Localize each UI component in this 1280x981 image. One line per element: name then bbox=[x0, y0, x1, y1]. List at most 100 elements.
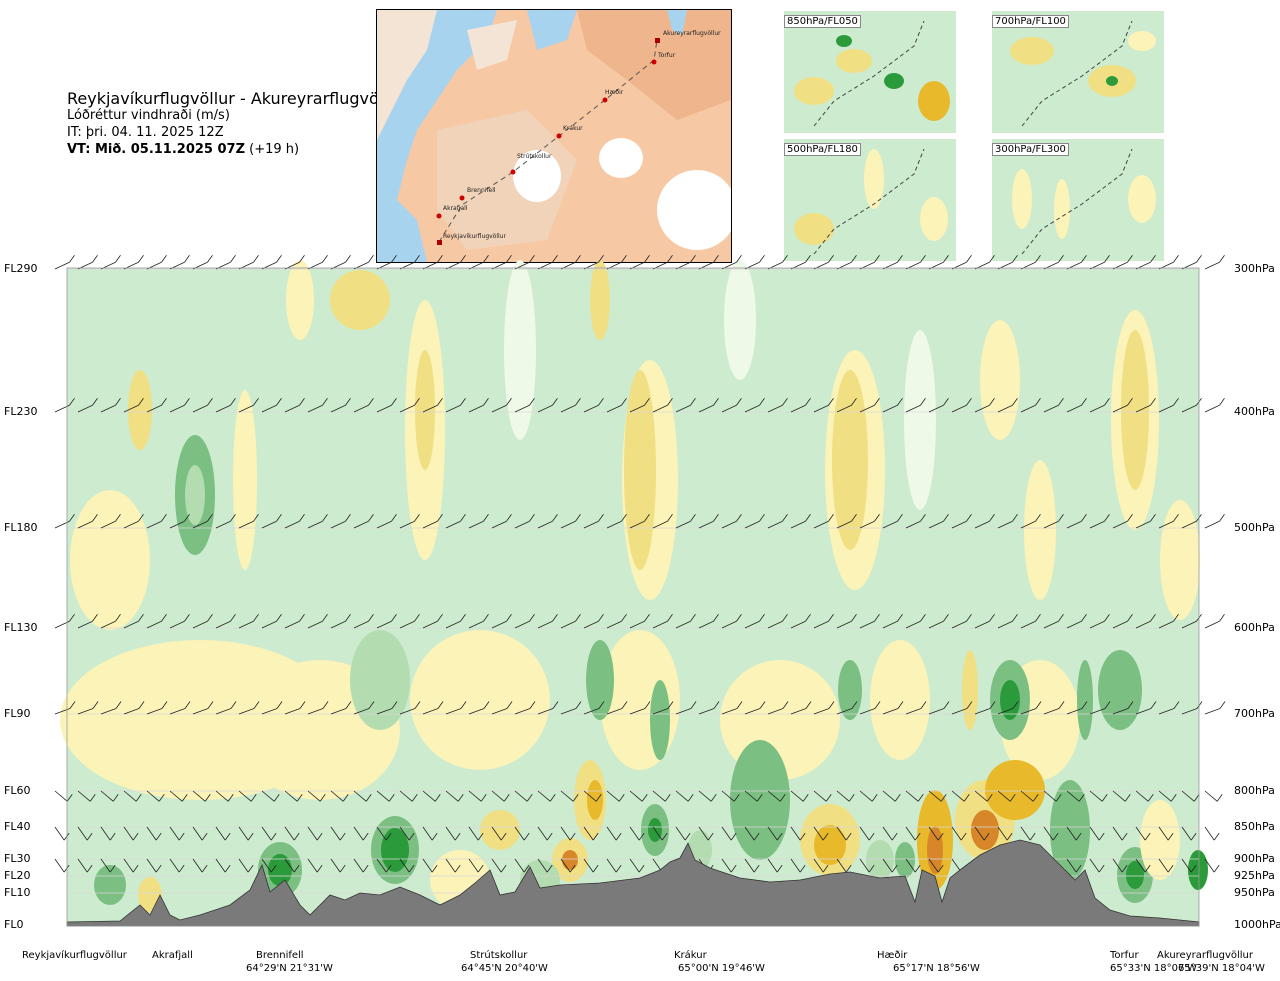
wind-barb bbox=[261, 520, 277, 529]
wind-barb-feather bbox=[431, 832, 438, 841]
mini-map-850: 850hPa/FL050 bbox=[784, 11, 956, 133]
wind-barb bbox=[951, 708, 968, 715]
field-cell bbox=[895, 842, 915, 878]
wind-barb-feather bbox=[1035, 701, 1042, 709]
wind-barb-feather bbox=[644, 255, 650, 263]
wind-barb bbox=[146, 708, 163, 715]
wind-barb-feather bbox=[1058, 398, 1064, 406]
wind-barb bbox=[1204, 708, 1221, 715]
wind-barb-feather bbox=[595, 794, 602, 802]
wind-barb bbox=[468, 858, 479, 873]
field-cell bbox=[971, 810, 999, 850]
wind-barb-feather bbox=[799, 864, 806, 873]
wind-barb-feather bbox=[713, 255, 719, 263]
wind-barb bbox=[744, 708, 761, 715]
wind-barb bbox=[123, 708, 140, 715]
wind-barb bbox=[928, 708, 945, 715]
wind-barb-feather bbox=[713, 398, 719, 406]
mini-map-850-svg bbox=[784, 11, 956, 133]
wind-barb-feather bbox=[828, 255, 834, 263]
wind-barb bbox=[997, 520, 1013, 529]
map-label-krakur: Krákur bbox=[563, 125, 583, 132]
wind-barb-feather bbox=[805, 514, 811, 522]
waypoint-coord: 64°45'N 20°40'W bbox=[461, 963, 548, 974]
wind-barb bbox=[606, 790, 620, 802]
wind-barb bbox=[284, 858, 295, 873]
wind-barb bbox=[491, 404, 507, 413]
wind-barb-feather bbox=[345, 398, 351, 406]
wind-barb-feather bbox=[1058, 701, 1065, 709]
wind-barb bbox=[514, 858, 525, 873]
wind-barb-feather bbox=[115, 614, 121, 622]
wind-barb bbox=[1043, 404, 1059, 413]
wind-barb bbox=[1043, 790, 1057, 802]
wind-barb-feather bbox=[155, 832, 162, 841]
wind-barb-feather bbox=[1216, 794, 1223, 802]
wind-barb bbox=[54, 826, 65, 841]
wind-barb-feather bbox=[368, 398, 374, 406]
wind-barb-feather bbox=[782, 701, 789, 709]
mini-map-300-svg bbox=[992, 139, 1164, 261]
wind-barb-feather bbox=[230, 255, 236, 263]
wind-barb bbox=[767, 858, 778, 873]
wind-barb-feather bbox=[963, 794, 970, 802]
wind-barb-feather bbox=[322, 514, 328, 522]
wind-barb bbox=[1066, 790, 1080, 802]
wind-barb-feather bbox=[270, 832, 277, 841]
wind-barb bbox=[376, 708, 393, 715]
wind-barb-feather bbox=[69, 701, 76, 709]
wind-barb-feather bbox=[250, 794, 257, 802]
wind-barb-feather bbox=[138, 514, 144, 522]
wind-barb bbox=[1181, 404, 1197, 413]
wind-barb-feather bbox=[299, 701, 306, 709]
wind-barb-feather bbox=[989, 255, 995, 263]
field-cell bbox=[94, 865, 126, 905]
wind-barb-feather bbox=[897, 701, 904, 709]
field-cell bbox=[1188, 850, 1208, 890]
level-label-left: FL0 bbox=[4, 918, 24, 931]
wind-barb bbox=[1089, 708, 1106, 715]
wind-barb-feather bbox=[1173, 614, 1179, 622]
wind-barb bbox=[123, 826, 134, 841]
wind-barb-feather bbox=[385, 864, 392, 873]
wind-barb-feather bbox=[500, 864, 507, 873]
wind-barb bbox=[353, 826, 364, 841]
wind-barb bbox=[123, 790, 137, 802]
wind-barb-feather bbox=[851, 398, 857, 406]
wind-barb bbox=[836, 520, 852, 529]
wind-barb-feather bbox=[1098, 864, 1105, 873]
wind-barb bbox=[537, 404, 553, 413]
wind-barb bbox=[192, 520, 208, 529]
wind-barb-feather bbox=[523, 864, 530, 873]
field-cell bbox=[185, 465, 205, 525]
wind-barb bbox=[583, 858, 594, 873]
wind-barb-feather bbox=[1081, 398, 1087, 406]
wind-barb bbox=[1181, 790, 1195, 802]
wind-barb-feather bbox=[178, 864, 185, 873]
valid-time-offset: (+19 h) bbox=[249, 142, 300, 157]
wind-barb bbox=[1112, 790, 1126, 802]
wind-barb-feather bbox=[920, 255, 926, 263]
wind-barb-feather bbox=[799, 832, 806, 841]
wind-barb-feather bbox=[920, 701, 927, 709]
wind-barb-feather bbox=[299, 514, 305, 522]
wind-barb-feather bbox=[224, 864, 231, 873]
wind-barb-feather bbox=[92, 614, 98, 622]
wind-barb-feather bbox=[874, 614, 880, 622]
wind-barb bbox=[54, 790, 68, 802]
wind-barb bbox=[491, 790, 505, 802]
wind-barb-feather bbox=[112, 794, 119, 802]
wind-barb-feather bbox=[1150, 255, 1156, 263]
wind-barb bbox=[1089, 520, 1105, 529]
mini-map-300-label: 300hPa/FL300 bbox=[992, 143, 1069, 156]
wind-barb-feather bbox=[460, 614, 466, 622]
field-cell bbox=[624, 370, 656, 570]
wind-barb-feather bbox=[1124, 794, 1131, 802]
wind-barb bbox=[721, 858, 732, 873]
wind-barb-feather bbox=[253, 614, 259, 622]
wind-barb-feather bbox=[204, 794, 211, 802]
wind-barb-feather bbox=[966, 398, 972, 406]
wind-barb bbox=[445, 520, 461, 529]
wind-barb-feather bbox=[506, 398, 512, 406]
wind-barb bbox=[675, 620, 691, 629]
